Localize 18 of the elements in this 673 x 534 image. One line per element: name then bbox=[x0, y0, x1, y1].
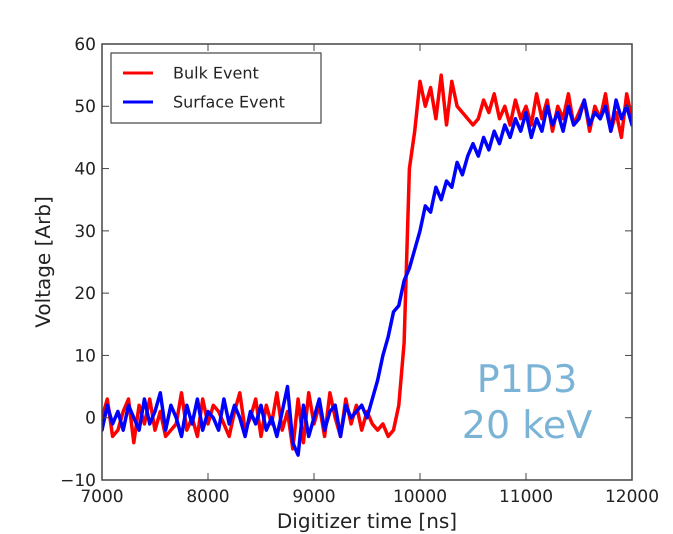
y-tick-label: 50 bbox=[74, 97, 96, 118]
legend-label: Bulk Event bbox=[173, 64, 259, 83]
y-axis-title: Voltage [Arb] bbox=[31, 196, 55, 328]
x-tick-label: 10000 bbox=[392, 487, 448, 507]
y-tick-label: 40 bbox=[74, 160, 96, 180]
y-tick-label: 60 bbox=[74, 34, 96, 55]
x-tick-label: 12000 bbox=[604, 487, 660, 507]
x-axis-title: Digitizer time [ns] bbox=[276, 509, 458, 533]
y-tick-label: 10 bbox=[74, 346, 96, 366]
x-tick-label: 11000 bbox=[498, 487, 554, 507]
annotation: P1D3 bbox=[476, 357, 578, 401]
annotation: 20 keV bbox=[462, 403, 592, 447]
y-tick-label: 20 bbox=[74, 284, 96, 304]
x-tick-label: 9000 bbox=[292, 487, 336, 507]
y-tick-label: 0 bbox=[85, 408, 96, 429]
legend-label: Surface Event bbox=[173, 92, 285, 112]
y-tick-label: 30 bbox=[74, 222, 96, 242]
x-tick-label: 8000 bbox=[186, 487, 230, 507]
